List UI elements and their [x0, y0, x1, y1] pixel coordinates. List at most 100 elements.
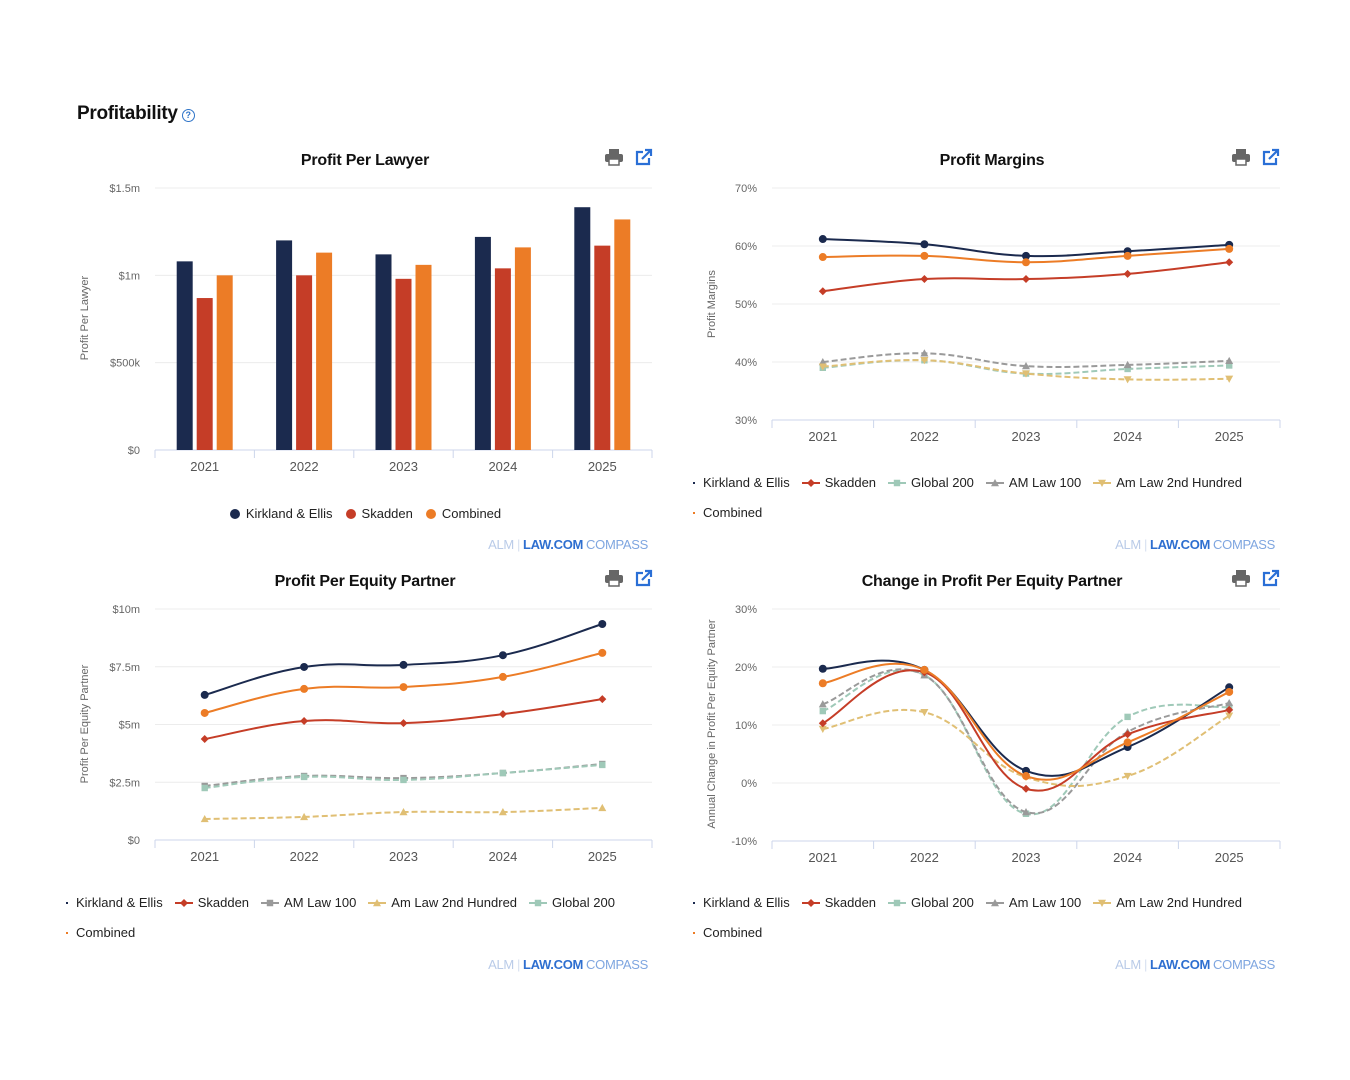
point-skadden-2023[interactable] [1022, 784, 1030, 793]
line-am-law-2nd-hundred[interactable] [822, 359, 1230, 381]
legend-item-combined[interactable]: Combined [692, 925, 762, 940]
point-global-200-2022[interactable] [300, 773, 308, 781]
point-am-law-2nd-hundred-2022[interactable] [300, 812, 309, 821]
point-skadden-2023[interactable] [1022, 275, 1030, 284]
legend-item-am-law-100[interactable]: AM Law 100 [261, 895, 356, 910]
point-am-law-2nd-hundred-2021[interactable] [818, 725, 827, 734]
point-skadden-2025[interactable] [1225, 705, 1234, 714]
point-combined-2021[interactable] [200, 708, 209, 717]
point-global-200-2023[interactable] [400, 776, 407, 784]
legend-item-kirkland-and-ellis[interactable]: Kirkland & Ellis [229, 506, 333, 521]
line-skadden[interactable] [822, 669, 1230, 792]
legend-item-global-200[interactable]: Global 200 [888, 895, 974, 910]
point-skadden-2023[interactable] [399, 719, 408, 728]
legend-item-skadden[interactable]: Skadden [174, 895, 249, 910]
share-export-icon[interactable] [634, 148, 654, 166]
point-am-law-2nd-hundred-2023[interactable] [1022, 370, 1030, 378]
print-icon[interactable] [604, 148, 624, 166]
bar-kirkland-and-ellis-2025[interactable] [574, 207, 591, 450]
point-am-law-2nd-hundred-2024[interactable] [1123, 376, 1132, 384]
point-am-law-2nd-hundred-2021[interactable] [818, 363, 827, 371]
point-am-law-2nd-hundred-2023[interactable] [399, 808, 408, 816]
point-am-law-100-2022[interactable] [920, 349, 929, 357]
point-skadden-2021[interactable] [818, 719, 827, 728]
point-combined-2025[interactable] [598, 648, 607, 657]
point-skadden-2024[interactable] [498, 710, 507, 719]
legend-item-skadden[interactable]: Skadden [345, 506, 413, 521]
point-am-law-100-2021[interactable] [818, 358, 827, 366]
legend-item-skadden[interactable]: Skadden [801, 475, 876, 490]
legend-item-am-law-2nd-hundred[interactable]: Am Law 2nd Hundred [1093, 895, 1242, 910]
point-global-200-2024[interactable] [499, 769, 507, 777]
bar-combined-2021[interactable] [216, 275, 233, 450]
share-export-icon[interactable] [1261, 569, 1281, 587]
point-am-law-2nd-hundred-2025[interactable] [598, 803, 607, 812]
point-am-law-100-2024[interactable] [1123, 360, 1132, 369]
point-kirkland-and-ellis-2024[interactable] [498, 651, 507, 660]
point-am-law-2nd-hundred-2024[interactable] [498, 808, 507, 816]
print-icon[interactable] [1231, 569, 1251, 587]
bar-combined-2022[interactable] [316, 252, 333, 450]
bar-skadden-2025[interactable] [594, 245, 611, 450]
point-kirkland-and-ellis-2025[interactable] [598, 620, 607, 629]
point-global-200-2024[interactable] [1124, 713, 1131, 721]
point-am-law-100-2021[interactable] [818, 700, 827, 708]
point-combined-2023[interactable] [399, 683, 408, 692]
bar-combined-2023[interactable] [415, 264, 432, 450]
bar-kirkland-and-ellis-2021[interactable] [176, 261, 193, 450]
legend-item-skadden[interactable]: Skadden [801, 895, 876, 910]
print-icon[interactable] [1231, 148, 1251, 166]
point-kirkland-and-ellis-2021[interactable] [200, 690, 209, 699]
share-export-icon[interactable] [634, 569, 654, 587]
point-skadden-2025[interactable] [1225, 258, 1234, 267]
legend-item-combined[interactable]: Combined [425, 506, 501, 521]
bar-kirkland-and-ellis-2024[interactable] [474, 236, 491, 450]
legend-item-combined[interactable]: Combined [692, 505, 762, 520]
point-global-200-2021[interactable] [819, 707, 826, 715]
point-combined-2022[interactable] [300, 684, 309, 693]
point-kirkland-and-ellis-2022[interactable] [920, 240, 929, 249]
legend-item-am-law-100[interactable]: AM Law 100 [985, 475, 1081, 490]
point-combined-2021[interactable] [818, 253, 827, 262]
legend-item-am-law-100[interactable]: Am Law 100 [985, 895, 1081, 910]
legend-item-am-law-2nd-hundred[interactable]: Am Law 2nd Hundred [368, 895, 517, 910]
point-am-law-2nd-hundred-2022[interactable] [920, 357, 929, 365]
question-circle-icon[interactable]: ? [181, 109, 195, 122]
point-am-law-2nd-hundred-2024[interactable] [1123, 772, 1132, 781]
point-combined-2022[interactable] [920, 665, 929, 674]
legend-item-global-200[interactable]: Global 200 [529, 895, 615, 910]
point-kirkland-and-ellis-2021[interactable] [818, 664, 827, 673]
point-global-200-2025[interactable] [599, 761, 606, 769]
point-combined-2025[interactable] [1225, 244, 1234, 253]
legend-item-am-law-2nd-hundred[interactable]: Am Law 2nd Hundred [1093, 475, 1242, 490]
point-am-law-100-2025[interactable] [1225, 356, 1234, 365]
legend-item-global-200[interactable]: Global 200 [888, 475, 974, 490]
bar-skadden-2022[interactable] [296, 275, 313, 450]
legend-item-kirkland-and-ellis[interactable]: Kirkland & Ellis [692, 895, 790, 910]
point-skadden-2021[interactable] [200, 735, 209, 744]
point-combined-2024[interactable] [1123, 251, 1132, 260]
bar-kirkland-and-ellis-2022[interactable] [276, 240, 293, 450]
legend-item-kirkland-and-ellis[interactable]: Kirkland & Ellis [692, 475, 790, 490]
point-skadden-2022[interactable] [300, 717, 309, 726]
point-combined-2022[interactable] [920, 251, 929, 260]
bar-combined-2024[interactable] [514, 247, 531, 450]
bar-kirkland-and-ellis-2023[interactable] [375, 254, 392, 450]
point-am-law-100-2023[interactable] [1022, 808, 1030, 816]
point-combined-2024[interactable] [498, 672, 507, 681]
line-am-law-100[interactable] [822, 352, 1230, 369]
point-combined-2023[interactable] [1022, 772, 1030, 781]
point-combined-2021[interactable] [818, 679, 827, 688]
bar-skadden-2023[interactable] [395, 278, 412, 450]
point-kirkland-and-ellis-2022[interactable] [300, 662, 309, 671]
point-skadden-2025[interactable] [598, 695, 607, 704]
point-global-200-2021[interactable] [201, 784, 208, 792]
bar-skadden-2021[interactable] [196, 298, 213, 450]
point-am-law-2nd-hundred-2021[interactable] [200, 814, 209, 823]
point-skadden-2024[interactable] [1123, 730, 1132, 739]
point-kirkland-and-ellis-2023[interactable] [1022, 251, 1030, 260]
point-combined-2025[interactable] [1225, 687, 1234, 696]
point-combined-2024[interactable] [1123, 738, 1132, 747]
point-kirkland-and-ellis-2023[interactable] [399, 660, 408, 669]
line-skadden[interactable] [204, 698, 603, 741]
